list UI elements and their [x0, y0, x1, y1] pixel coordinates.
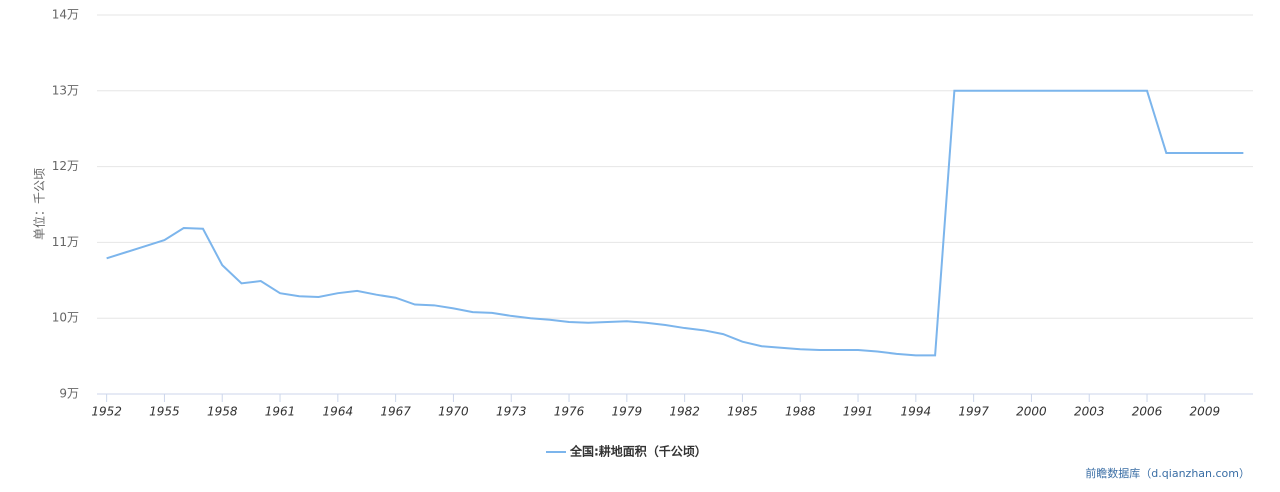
x-tick-label: 1973	[496, 405, 527, 419]
x-tick-label: 1997	[958, 405, 989, 419]
y-tick-label: 11万	[52, 235, 79, 249]
y-tick-label: 14万	[52, 8, 79, 22]
y-tick-label: 10万	[52, 311, 79, 325]
x-tick-label: 1982	[669, 405, 700, 419]
x-tick-label: 1985	[727, 405, 758, 419]
y-tick-label: 13万	[52, 83, 79, 97]
data-line	[106, 89, 1244, 357]
x-tick-label: 2009	[1190, 405, 1221, 419]
x-tick-label: 1970	[438, 405, 469, 419]
x-tick-label: 2006	[1132, 405, 1163, 419]
x-tick-label: 1964	[323, 405, 354, 419]
x-tick-label: 1976	[554, 405, 585, 419]
x-tick-label: 1991	[843, 405, 874, 419]
x-tick-label: 1994	[901, 405, 932, 419]
x-tick-label: 1967	[380, 405, 411, 419]
x-tick-label: 1958	[207, 405, 238, 419]
y-axis-label: 单位：千公顷	[32, 168, 47, 240]
x-tick-label: 1988	[785, 405, 816, 419]
x-tick-label: 2000	[1016, 405, 1047, 419]
legend-label: 全国:耕地面积（千公顷）	[569, 444, 707, 459]
x-tick-label: 1979	[612, 405, 643, 419]
y-tick-label: 9万	[59, 387, 79, 401]
x-tick-label: 1952	[91, 405, 122, 419]
x-tick-label: 1961	[265, 405, 296, 419]
x-tick-label: 1955	[149, 405, 180, 419]
watermark: 前瞻数据库（d.qianzhan.com）	[1085, 466, 1250, 480]
x-tick-label: 2003	[1074, 405, 1105, 419]
y-tick-label: 12万	[52, 159, 79, 173]
